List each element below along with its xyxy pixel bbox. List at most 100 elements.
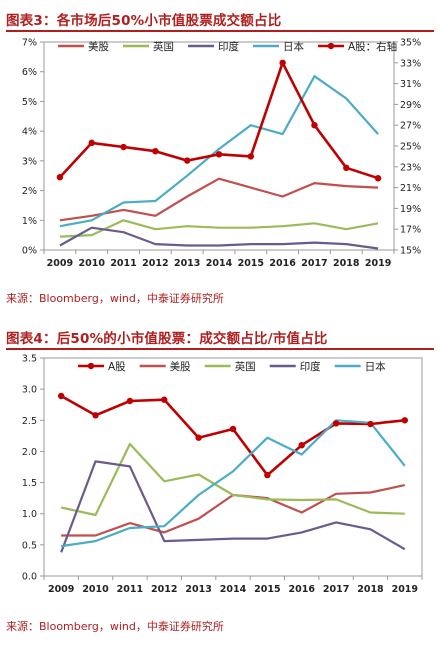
chart1-series-4-point: [374, 175, 382, 182]
chart1-ytick-label: 5%: [22, 97, 37, 108]
chart2-xtick-label: 2019: [392, 584, 418, 595]
chart1-source: 来源：Bloomberg，wind，中泰证券研究所: [6, 292, 224, 305]
chart1-ytick-label: 2%: [22, 186, 37, 197]
chart1-legend-label-3: 日本: [283, 40, 304, 53]
chart1-series-4-point: [279, 59, 286, 66]
chart1-series-line-4: [58, 61, 379, 180]
chart1-series-4-point: [247, 153, 255, 160]
chart1-series-4-point: [311, 122, 318, 129]
chart2-xtick-label: 2011: [117, 584, 143, 595]
chart1-xtick-label: 2018: [333, 258, 360, 269]
chart2-ytick-label: 0.0: [22, 572, 37, 583]
chart2-legend-label-4: 日本: [365, 360, 386, 373]
chart1-series-4-point: [56, 174, 64, 181]
chart1-ytick-right-label: 15%: [400, 246, 421, 257]
chart1-legend-label-4: A股：右轴: [348, 40, 397, 53]
chart2-xtick-label: 2015: [254, 584, 280, 595]
chart2-series-0-point: [195, 434, 202, 441]
chart2-legend-label-3: 印度: [300, 360, 321, 373]
chart2-ytick-label: 0.5: [22, 540, 37, 551]
chart2-series-0-point: [264, 471, 271, 479]
chart1-legend-marker-4: [327, 42, 335, 50]
chart1-ytick-label: 7%: [22, 38, 37, 49]
chart1-series-line-3: [59, 75, 379, 228]
chart2-title-rule: [6, 348, 434, 350]
chart2-svg: 0.0 0.5 1.0 1.5 2.0 2.5 3.0 3.5 2009 2010 2011 2012…: [22, 354, 423, 595]
chart1-svg: 0% 1% 2% 3% 4% 5% 6% 7% 15% 17% 19% 21% 23% 25% 27% 29%…: [22, 38, 421, 270]
chart2-ytick-label: 2.0: [22, 447, 37, 458]
chart1-xtick-label: 2013: [174, 258, 200, 269]
chart2-legend-label-1: 美股: [170, 360, 191, 373]
chart2-legend-label-2: 英国: [235, 360, 256, 373]
chart2-source: 来源：Bloomberg，wind，中泰证券研究所: [6, 620, 224, 633]
chart1-series-4-point: [88, 139, 95, 147]
chart1-ytick-right-label: 33%: [400, 58, 421, 69]
chart2-xtick-label: 2018: [357, 584, 384, 595]
chart2-legend-label-0: A股: [108, 361, 126, 373]
chart2-xtick-label: 2013: [185, 584, 211, 595]
chart1-xtick-label: 2017: [301, 258, 327, 269]
chart1-series-4-point: [215, 151, 223, 158]
chart2-ytick-label: 3.5: [22, 354, 37, 365]
chart2-series-0-point: [161, 396, 168, 403]
chart2-legend-marker-0: [87, 362, 95, 370]
chart2-ytick-label: 1.5: [22, 478, 37, 489]
chart2-series-0-point: [332, 420, 340, 427]
chart2-series-0-point: [367, 420, 374, 428]
chart1-ytick-label: 1%: [22, 216, 37, 227]
chart1-series-line-2: [59, 226, 379, 250]
chart1-ytick-right-label: 25%: [400, 142, 421, 153]
chart2-series-0-point: [229, 425, 237, 433]
chart2-ytick-label: 3.0: [22, 385, 37, 396]
chart2-xtick-label: 2010: [82, 584, 109, 595]
chart2-series-line-2: [60, 442, 405, 517]
chart2-ytick-label: 2.5: [22, 416, 37, 427]
chart2-series-line-1: [61, 484, 406, 537]
chart1-ytick-right-label: 17%: [400, 225, 421, 236]
chart1-ytick-right-label: 27%: [400, 121, 421, 132]
chart2-title: 图表4：后50%的小市值股票：成交额占比/市值占比: [6, 331, 328, 347]
chart2-plot-frame: [43, 357, 423, 577]
chart2-xtick-label: 2012: [151, 584, 177, 595]
chart1-ytick-right-label: 21%: [400, 183, 421, 194]
chart1-xtick-label: 2016: [269, 258, 296, 269]
chart1-series-4-point: [120, 143, 127, 151]
chart1-ytick-right-label: 31%: [400, 79, 421, 90]
chart1-xtick-label: 2010: [79, 258, 106, 269]
chart1-ytick-right-label: 29%: [400, 100, 421, 111]
chart2-series-0-point: [298, 442, 305, 449]
chart1-xtick-label: 2015: [238, 258, 264, 269]
chart2-xtick-label: 2016: [289, 584, 316, 595]
chart1-xtick-label: 2019: [365, 258, 391, 269]
chart1-legend-label-1: 英国: [153, 40, 174, 53]
chart2-xtick-label: 2009: [48, 584, 74, 595]
chart2-series-0-point: [401, 417, 409, 424]
chart1-ytick-right-label: 35%: [400, 38, 421, 49]
chart1-ytick-right-label: 19%: [400, 204, 421, 215]
chart2-ytick-label: 1.0: [22, 509, 37, 520]
chart1-legend-label-0: 美股: [88, 40, 109, 53]
chart1-series-4-point: [152, 148, 159, 155]
chart2-xtick-label: 2017: [323, 584, 349, 595]
chart2-series-0-point: [57, 392, 65, 400]
chart1-ytick-label: 3%: [22, 156, 37, 167]
chart1-ytick-label: 4%: [22, 127, 37, 138]
chart2-series-line-3: [60, 460, 406, 553]
chart1-series-line-0: [59, 177, 379, 222]
chart2-series-0-point: [126, 397, 134, 405]
chart2-series-0-point: [92, 412, 99, 419]
chart1-ytick-right-label: 23%: [400, 162, 421, 173]
chart1-title-rule: [6, 30, 434, 32]
chart1-series-line-1: [59, 219, 379, 238]
chart2-xtick-label: 2014: [220, 584, 247, 595]
chart1-ytick-label: 0%: [22, 246, 37, 257]
chart1-title: 图表3：各市场后50%小市值股票成交额占比: [6, 13, 282, 29]
chart2-series-line-4: [61, 419, 406, 548]
chart1-xtick-label: 2012: [142, 258, 168, 269]
chart1-xtick-label: 2014: [206, 258, 233, 269]
chart1-ytick-label: 6%: [22, 67, 37, 78]
chart1-legend-label-2: 印度: [218, 40, 239, 53]
chart1-xtick-label: 2009: [47, 258, 73, 269]
chart1-series-4-point: [343, 164, 350, 172]
chart1-xtick-label: 2011: [110, 258, 136, 269]
